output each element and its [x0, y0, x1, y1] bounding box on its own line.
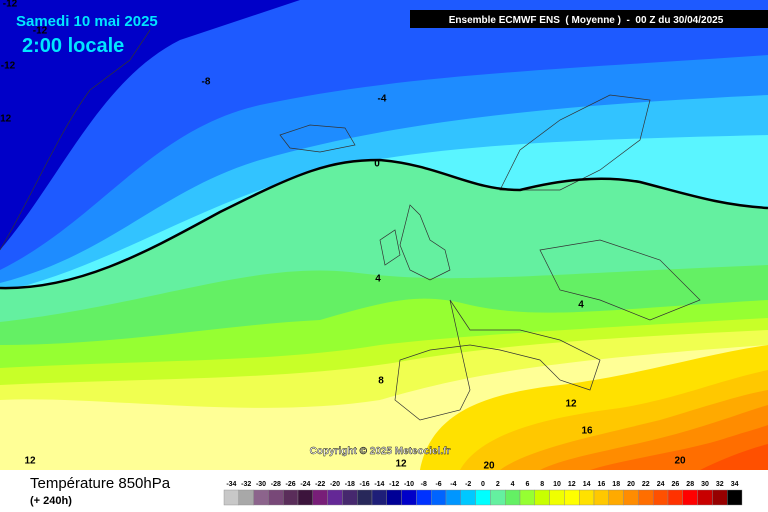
- legend-label: -12: [389, 481, 399, 488]
- legend-label: 28: [686, 481, 694, 488]
- contour-label: 8: [378, 376, 384, 387]
- legend-label: -22: [315, 481, 325, 488]
- legend-swatch: [416, 489, 432, 506]
- legend-label: 12: [568, 481, 576, 488]
- legend-label: -20: [330, 481, 340, 488]
- legend-swatch: [327, 489, 343, 506]
- legend-label: 8: [540, 481, 544, 488]
- legend-label: -28: [271, 481, 281, 488]
- legend-label: 18: [612, 481, 620, 488]
- contour-labels: -12 -12 -12 -12 -8 -4 0 4 4 8 12 16 20 20 12 12: [0, 0, 686, 472]
- legend-label: -8: [421, 481, 427, 488]
- legend-swatch: [623, 489, 639, 506]
- coastlines: [0, 29, 701, 421]
- lead-time: (+ 240h): [30, 495, 72, 507]
- legend-label: 14: [583, 481, 591, 488]
- legend-swatch: [682, 489, 698, 506]
- contour-label: 20: [674, 456, 686, 467]
- legend-label: 6: [525, 481, 529, 488]
- copyright: Copyright © 2025 Meteociel.fr: [310, 446, 451, 457]
- legend-label: -34: [226, 481, 236, 488]
- legend-label: 30: [701, 481, 709, 488]
- legend-label: -16: [360, 481, 370, 488]
- legend-swatch: [357, 489, 373, 506]
- legend-swatch: [653, 489, 669, 506]
- run-box: [410, 10, 768, 28]
- contour-label: -8: [202, 77, 211, 88]
- legend-label: -14: [374, 481, 384, 488]
- footer-title: Température 850hPa: [30, 475, 171, 492]
- legend-label: 10: [553, 481, 561, 488]
- color-legend: -34 -32 -30 -28 -26 -24 -22 -20 -18 -16 -14 -12 -10-…: [223, 481, 743, 506]
- legend-swatch: [697, 489, 713, 506]
- legend-label: 32: [716, 481, 724, 488]
- contour-label: 0: [374, 159, 380, 170]
- legend-swatch: [549, 489, 565, 506]
- legend-swatch: [667, 489, 684, 506]
- contour-label: -12: [1, 61, 16, 72]
- contour-label: 4: [375, 274, 381, 285]
- legend-label: 24: [657, 481, 665, 488]
- contour-label: 12: [395, 459, 407, 470]
- legend-label: 34: [731, 481, 739, 488]
- contour-label: 4: [578, 300, 584, 311]
- legend-swatch: [431, 489, 447, 506]
- legend-swatch: [712, 489, 728, 506]
- legend-label: -6: [435, 481, 441, 488]
- legend-label: -10: [404, 481, 414, 488]
- legend-label: -18: [345, 481, 355, 488]
- legend-swatch: [342, 489, 358, 506]
- legend-label: 20: [627, 481, 635, 488]
- legend-swatch: [238, 489, 254, 506]
- date: Samedi 10 mai 2025: [16, 13, 158, 30]
- legend-swatch: [534, 489, 550, 506]
- legend-swatch: [505, 489, 521, 506]
- legend-swatch: [297, 489, 314, 506]
- legend-label: 4: [511, 481, 515, 488]
- contour-label: 12: [24, 456, 36, 467]
- temperature-field: [0, 0, 768, 470]
- legend-swatch: [401, 489, 417, 506]
- legend-swatch: [460, 489, 476, 506]
- legend-label: -30: [256, 481, 266, 488]
- legend-swatch: [223, 489, 240, 506]
- legend-swatch: [564, 489, 580, 506]
- legend-swatch: [593, 489, 610, 506]
- legend-swatch: [253, 489, 269, 506]
- legend-label: -2: [465, 481, 471, 488]
- legend-swatch: [283, 489, 299, 506]
- contour-label: -12: [33, 26, 48, 37]
- legend-label: 22: [642, 481, 650, 488]
- legend-swatch: [475, 489, 491, 506]
- contour-label: -4: [378, 94, 387, 105]
- legend-label: -24: [300, 481, 310, 488]
- legend-swatch: [727, 489, 743, 506]
- run-info: Ensemble ECMWF ENS ( Moyenne ) - 00 Z du…: [449, 15, 724, 26]
- legend-label: 2: [496, 481, 500, 488]
- contour-label: 16: [581, 426, 593, 437]
- legend-label: 16: [598, 481, 606, 488]
- legend-label: 0: [481, 481, 485, 488]
- legend-swatch: [312, 489, 328, 506]
- legend-swatch: [490, 489, 506, 506]
- contour-label: -12: [0, 114, 12, 125]
- legend-swatch: [519, 489, 536, 506]
- legend-swatch: [608, 489, 624, 506]
- legend-swatch: [268, 489, 284, 506]
- zero-isotherm: [0, 158, 768, 290]
- legend-swatch: [579, 489, 595, 506]
- legend-swatch: [386, 489, 402, 506]
- legend-swatch: [638, 489, 654, 506]
- contour-label: -12: [3, 0, 18, 10]
- legend-swatch: [371, 489, 388, 506]
- legend-label: -4: [450, 481, 456, 488]
- contour-label: 12: [565, 399, 577, 410]
- legend-label: -26: [286, 481, 296, 488]
- legend-label: 26: [672, 481, 680, 488]
- legend-swatch: [445, 489, 462, 506]
- local-time: 2:00 locale: [22, 35, 124, 57]
- contour-label: 20: [483, 461, 495, 472]
- legend-label: -32: [241, 481, 251, 488]
